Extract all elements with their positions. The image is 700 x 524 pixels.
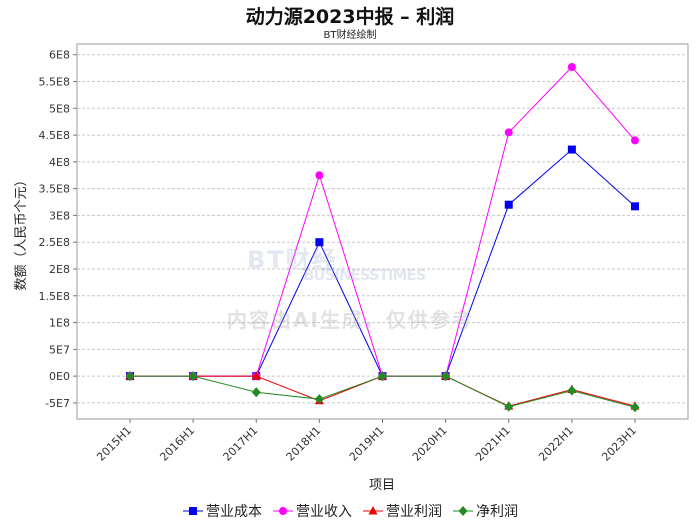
plot-area bbox=[76, 43, 689, 420]
data-point-3-6 bbox=[504, 401, 514, 412]
data-point-0-7 bbox=[567, 145, 576, 154]
legend-swatch-marker bbox=[279, 507, 287, 515]
data-point-3-2 bbox=[251, 387, 261, 398]
data-point-3-8 bbox=[630, 402, 640, 413]
chart-subtitle: BT财经绘制 bbox=[323, 30, 377, 41]
data-point-3-4 bbox=[378, 371, 387, 382]
chart-legend: 营业成本 营业收入 营业利润 净利润 bbox=[0, 501, 700, 521]
x-tick-label: 2021H1 bbox=[473, 424, 513, 464]
x-tick-label: 2022H1 bbox=[536, 424, 576, 464]
legend-label: 净利润 bbox=[476, 504, 518, 520]
y-tick-label: 6E8 bbox=[49, 49, 70, 62]
data-point-0-6 bbox=[504, 200, 513, 209]
y-tick-label: 3.5E8 bbox=[39, 183, 70, 196]
chart-title: 动力源2023中报 – 利润 bbox=[245, 6, 455, 28]
data-point-3-5 bbox=[441, 371, 451, 382]
data-point-3-3 bbox=[314, 394, 324, 405]
x-axis-ticks: 2015H1 2016H1 2017H1 2018H1 2019H1 2020H1 2021… bbox=[94, 419, 639, 464]
data-point-1-3 bbox=[315, 171, 324, 180]
y-tick-label: 2E8 bbox=[49, 263, 70, 276]
y-tick-label: 4E8 bbox=[49, 156, 70, 169]
legend-item: 营业收入 bbox=[272, 501, 352, 521]
y-tick-label: 5.5E8 bbox=[39, 76, 70, 89]
y-axis-title: 数额（人民币个元） bbox=[14, 173, 29, 290]
legend-label: 营业成本 bbox=[206, 504, 262, 520]
legend-item: 净利润 bbox=[452, 501, 518, 521]
legend-swatch-marker bbox=[189, 507, 197, 515]
data-point-3-1 bbox=[188, 371, 198, 382]
legend-swatch bbox=[183, 507, 203, 515]
legend-label: 营业利润 bbox=[386, 504, 442, 520]
legend-swatch-marker bbox=[458, 506, 468, 516]
data-point-1-6 bbox=[504, 128, 513, 137]
data-point-2-2 bbox=[251, 371, 261, 380]
data-point-0-8 bbox=[631, 202, 639, 211]
legend-item: 营业利润 bbox=[362, 501, 442, 521]
x-tick-label: 2020H1 bbox=[410, 424, 450, 464]
x-tick-label: 2019H1 bbox=[347, 424, 387, 464]
series-group bbox=[125, 63, 640, 413]
legend-swatch-marker bbox=[368, 506, 378, 515]
data-point-3-0 bbox=[125, 371, 135, 382]
y-tick-label: 4.5E8 bbox=[39, 129, 70, 142]
y-tick-label: 1.5E8 bbox=[39, 290, 70, 303]
y-tick-label: 0E0 bbox=[49, 370, 70, 383]
data-point-1-7 bbox=[567, 63, 576, 72]
x-axis-title: 项目 bbox=[369, 478, 395, 493]
x-tick-label: 2018H1 bbox=[284, 424, 324, 464]
x-tick-label: 2023H1 bbox=[599, 424, 639, 464]
legend-swatch bbox=[363, 506, 383, 515]
legend-swatch bbox=[273, 507, 293, 515]
legend-label: 营业收入 bbox=[296, 504, 352, 520]
x-tick-label: 2015H1 bbox=[94, 424, 134, 464]
y-axis-ticks: -5E7 0E0 5E7 1E8 1.5E8 2E8 2.5E8 3E8 3.5E8 4E8 4.5… bbox=[39, 49, 77, 410]
y-tick-label: -5E7 bbox=[45, 397, 70, 410]
data-point-3-7 bbox=[567, 385, 577, 396]
x-tick-label: 2016H1 bbox=[157, 424, 197, 464]
data-point-1-8 bbox=[631, 136, 639, 145]
y-tick-label: 5E7 bbox=[49, 343, 70, 356]
y-tick-label: 1E8 bbox=[49, 317, 70, 330]
grid-lines bbox=[77, 54, 688, 404]
y-tick-label: 3E8 bbox=[49, 209, 70, 222]
y-tick-label: 5E8 bbox=[49, 102, 70, 115]
legend-item: 营业成本 bbox=[182, 501, 262, 521]
data-point-0-3 bbox=[315, 238, 324, 247]
line-chart: -5E7 0E0 5E7 1E8 1.5E8 2E8 2.5E8 3E8 3.5E8 4E8 4.5… bbox=[14, 43, 689, 493]
legend-swatch bbox=[453, 506, 473, 516]
x-tick-label: 2017H1 bbox=[221, 424, 261, 464]
y-tick-label: 2.5E8 bbox=[39, 236, 70, 249]
